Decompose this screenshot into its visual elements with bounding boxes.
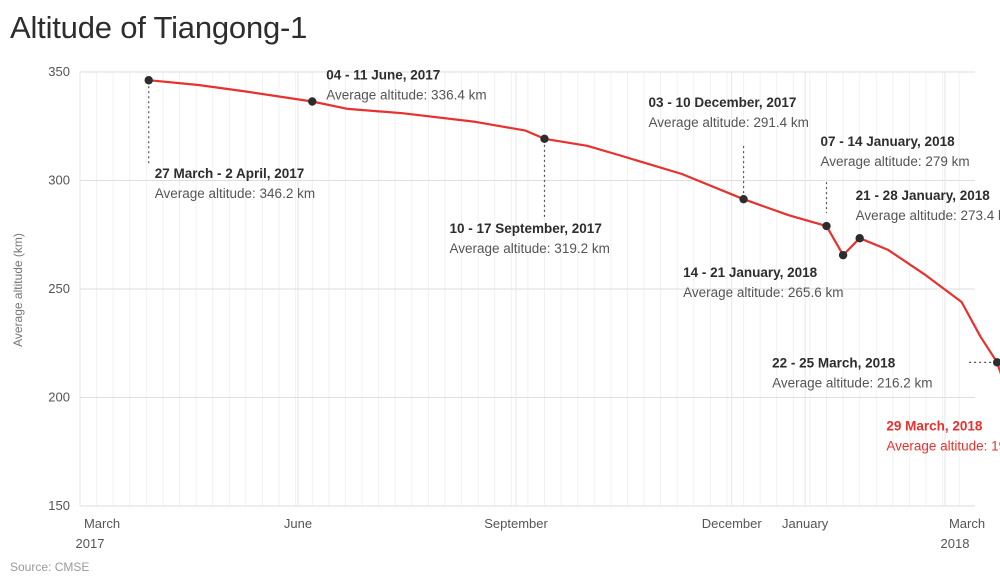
major-gridlines: [79, 71, 975, 507]
data-point-marker: [739, 194, 748, 204]
x-tick-label: June: [284, 516, 312, 531]
annotation-leaders: [148, 86, 993, 363]
x-tick-year-label: 2017: [76, 536, 105, 551]
data-point-marker: [308, 97, 317, 106]
data-point-marker: [144, 76, 153, 85]
y-axis-label: Average altitude (km): [11, 233, 25, 347]
annotation-altitude-label: Average altitude: 346.2 km: [155, 186, 315, 201]
x-tick-label: March: [84, 516, 120, 531]
annotation-date-label: 03 - 10 December, 2017: [649, 95, 797, 110]
annotation-date-label: 14 - 21 January, 2018: [683, 265, 818, 280]
x-tick-label: January: [782, 516, 829, 531]
y-tick-label: 200: [48, 390, 70, 405]
y-tick-label: 300: [48, 173, 70, 188]
y-tick-label: 250: [48, 281, 70, 296]
x-axis-ticks: March 2017 June September December January Mar…: [76, 516, 986, 551]
data-point-marker: [822, 221, 831, 231]
annotation-date-label: 21 - 28 January, 2018: [856, 188, 991, 203]
data-point-marker: [992, 358, 1000, 367]
data-point-marker: [838, 250, 848, 260]
data-points: [144, 76, 1000, 367]
x-tick-label: December: [702, 516, 763, 531]
source-note: Source: CMSE: [10, 560, 90, 574]
x-tick-label: September: [484, 516, 548, 531]
y-axis-ticks: 150 200 250 300 350: [48, 64, 70, 513]
x-tick-label: March: [949, 516, 985, 531]
annotation-altitude-label: Average altitude: 265.6 km: [683, 285, 843, 300]
annotation-altitude-label: Average altitude: 336.4 km: [326, 88, 486, 103]
annotation-altitude-label: Average altitude: 216.2 km: [772, 375, 932, 390]
annotation-altitude-label: Average altitude: 291.4 km: [649, 115, 809, 130]
annotation-date-label: 27 March - 2 April, 2017: [155, 166, 305, 181]
annotation-altitude-label: Average altitude: 319.2 km: [449, 241, 609, 256]
annotations: 27 March - 2 April, 2017 Average altitude…: [155, 68, 1000, 454]
altitude-series-line: [148, 79, 1000, 375]
annotation-date-label: 04 - 11 June, 2017: [326, 68, 440, 83]
annotation-date-label: 10 - 17 September, 2017: [449, 221, 601, 236]
chart-title: Altitude of Tiangong-1: [10, 10, 308, 45]
annotation-date-label: 07 - 14 January, 2018: [821, 134, 956, 149]
x-tick-year-label: 2018: [941, 536, 970, 551]
data-point-marker: [540, 134, 549, 144]
annotation-altitude-label: Average altitude: 196.4 km: [886, 438, 1000, 453]
y-tick-label: 350: [48, 64, 70, 79]
annotation-altitude-label: Average altitude: 279 km: [821, 154, 970, 169]
y-tick-label: 150: [48, 498, 70, 513]
data-point-marker: [855, 234, 864, 243]
annotation-altitude-label: Average altitude: 273.4 km: [856, 208, 1000, 223]
annotation-date-label: 29 March, 2018: [886, 418, 983, 433]
annotation-date-label: 22 - 25 March, 2018: [772, 355, 896, 370]
